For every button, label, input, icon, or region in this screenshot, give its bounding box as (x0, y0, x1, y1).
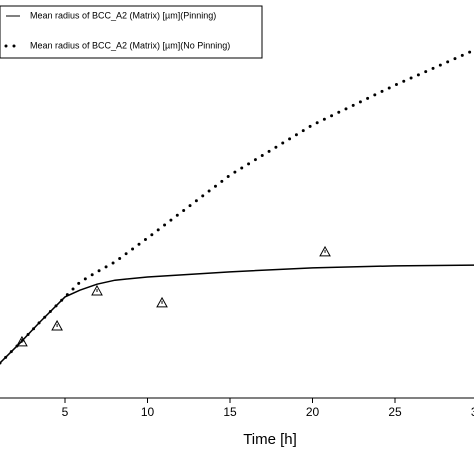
x-tick-label: 25 (388, 405, 402, 419)
x-axis-label: Time [h] (243, 431, 297, 448)
marker (156, 296, 168, 308)
series-line (0, 48, 474, 365)
legend-box (0, 5, 263, 59)
x-tick-label: 10 (141, 405, 155, 419)
legend-label: Mean radius of BCC_A2 (Matrix) [µm](No P… (30, 40, 230, 50)
marker (91, 284, 103, 296)
marker (319, 245, 331, 257)
x-tick-label: 20 (306, 405, 320, 419)
legend-label: Mean radius of BCC_A2 (Matrix) [µm](Pinn… (30, 10, 216, 20)
marker (51, 319, 63, 331)
x-tick-label: 15 (223, 405, 237, 419)
x-tick-label: 5 (62, 405, 69, 419)
series-line (0, 264, 474, 364)
x-tick-label: 30 (471, 405, 474, 419)
marker (16, 335, 28, 347)
